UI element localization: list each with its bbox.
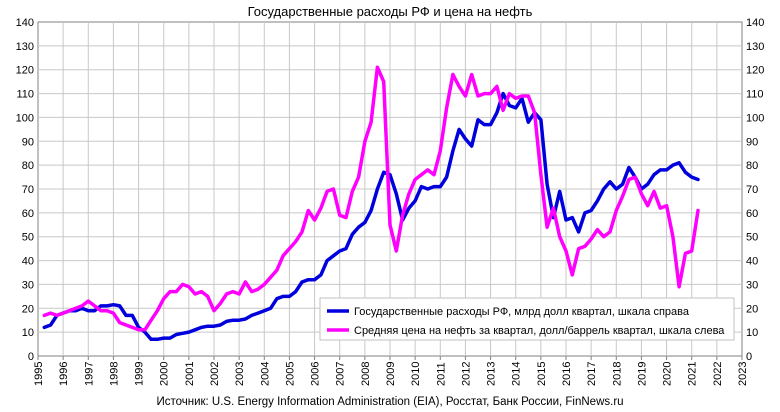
x-tick-label: 2016	[561, 362, 573, 386]
x-tick-label: 2021	[687, 362, 699, 386]
series-layer	[42, 65, 700, 342]
x-tick-label: 1998	[108, 362, 120, 386]
y-right-tick-label: 10	[746, 327, 758, 339]
x-tick-label: 2015	[536, 362, 548, 386]
x-tick-label: 2020	[662, 362, 674, 386]
y-left-tick-label: 140	[16, 17, 34, 29]
y-right-tick-label: 80	[746, 160, 758, 172]
x-tick-label: 2023	[737, 362, 749, 386]
x-tick-label: 2013	[486, 362, 498, 386]
y-right-tick-label: 0	[746, 351, 752, 363]
chart-title: Государственные расходы РФ и цена на неф…	[248, 4, 533, 19]
x-tick-label: 2005	[284, 362, 296, 386]
x-tick-label: 2017	[586, 362, 598, 386]
y-right-tick-label: 130	[746, 41, 764, 53]
x-tick-label: 2002	[209, 362, 221, 386]
x-tick-label: 1999	[134, 362, 146, 386]
x-tick-label: 2019	[636, 362, 648, 386]
y-left-tick-label: 10	[22, 327, 34, 339]
chart-source: Источник: U.S. Energy Information Admini…	[156, 396, 623, 408]
y-left-tick-label: 40	[22, 256, 34, 268]
y-left-tick-label: 70	[22, 184, 34, 196]
x-tick-label: 2003	[234, 362, 246, 386]
x-tick-label: 2011	[435, 362, 447, 386]
y-left-tick-label: 120	[16, 65, 34, 77]
y-left-tick-label: 90	[22, 136, 34, 148]
y-left-tick-label: 100	[16, 112, 34, 124]
y-right-tick-label: 60	[746, 208, 758, 220]
y-left-tick-label: 130	[16, 41, 34, 53]
y-left-tick-label: 60	[22, 208, 34, 220]
x-tick-label: 2010	[410, 362, 422, 386]
series-line-1	[42, 65, 700, 332]
x-tick-label: 1995	[33, 362, 45, 386]
x-tick-label: 1997	[83, 362, 95, 386]
x-tick-label: 2007	[335, 362, 347, 386]
y-right-tick-label: 70	[746, 184, 758, 196]
y-right-tick-label: 50	[746, 232, 758, 244]
y-left-tick-label: 50	[22, 232, 34, 244]
x-tick-label: 2014	[511, 362, 523, 386]
legend-label-series-0: Государственные расходы РФ, млрд долл кв…	[354, 306, 690, 318]
x-tick-label: 2022	[712, 362, 724, 386]
y-left-tick-label: 30	[22, 279, 34, 291]
y-left-tick-label: 80	[22, 160, 34, 172]
y-left-tick-label: 110	[16, 89, 34, 101]
y-right-tick-label: 20	[746, 303, 758, 315]
x-tick-label: 1996	[58, 362, 70, 386]
y-right-tick-label: 30	[746, 279, 758, 291]
y-right-tick-label: 120	[746, 65, 764, 77]
x-tick-label: 2006	[310, 362, 322, 386]
x-tick-label: 2001	[184, 362, 196, 386]
y-left-tick-label: 20	[22, 303, 34, 315]
y-right-tick-label: 90	[746, 136, 758, 148]
axes-layer: 0 10 20 30 40 50 60 70 80 90 100 110 120 130 140 0 10 20 3…	[16, 17, 765, 386]
x-tick-label: 2008	[360, 362, 372, 386]
x-tick-label: 2012	[460, 362, 472, 386]
series-line-0	[42, 91, 700, 342]
legend-box	[319, 297, 735, 341]
y-right-tick-label: 140	[746, 17, 764, 29]
x-tick-label: 2000	[159, 362, 171, 386]
legend: Государственные расходы РФ, млрд долл кв…	[319, 297, 735, 341]
y-right-tick-label: 100	[746, 112, 764, 124]
x-tick-label: 2009	[385, 362, 397, 386]
legend-label-series-1: Средняя цена на нефть за квартал, долл/б…	[354, 325, 725, 337]
y-left-tick-label: 0	[28, 351, 34, 363]
y-right-tick-label: 40	[746, 256, 758, 268]
x-tick-label: 2018	[611, 362, 623, 386]
x-tick-label: 2004	[259, 362, 271, 386]
y-right-tick-label: 110	[746, 89, 764, 101]
